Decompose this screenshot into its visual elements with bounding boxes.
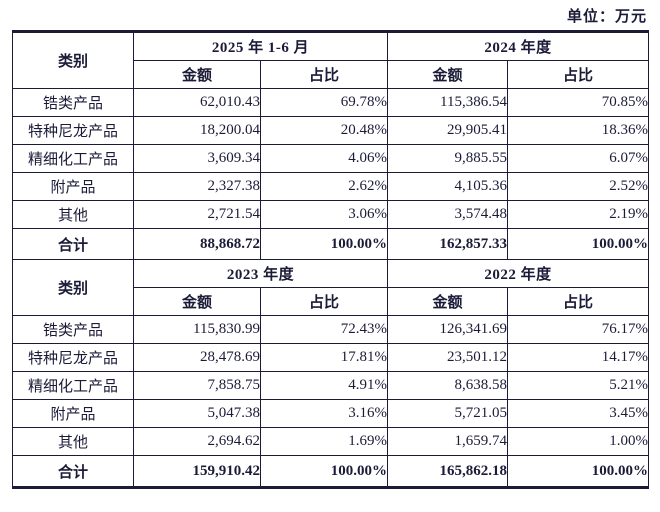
- amount-cell: 3,609.34: [133, 144, 261, 173]
- amount-cell: 7,858.75: [133, 371, 261, 400]
- total-row: 合计 88,868.72 100.00% 162,857.33 100.00%: [12, 228, 650, 260]
- amount-cell: 2,327.38: [133, 172, 261, 201]
- category-cell: 其他: [12, 427, 134, 456]
- table-row: 特种尼龙产品 18,200.04 20.48% 29,905.41 18.36%: [12, 116, 650, 145]
- ratio-cell: 4.06%: [260, 144, 388, 173]
- category-header: 类别: [12, 259, 134, 316]
- ratio-cell: 76.17%: [506, 315, 650, 344]
- amount-cell: 5,047.38: [133, 399, 261, 428]
- ratio-cell: 14.17%: [506, 343, 650, 372]
- amount-cell: 126,341.69: [387, 315, 508, 344]
- ratio-cell: 20.48%: [260, 116, 388, 145]
- category-cell: 特种尼龙产品: [12, 343, 134, 372]
- category-cell: 特种尼龙产品: [12, 116, 134, 145]
- table-row: 锆类产品 62,010.43 69.78% 115,386.54 70.85%: [12, 88, 650, 117]
- ratio-cell: 3.06%: [260, 200, 388, 229]
- total-row: 合计 159,910.42 100.00% 165,862.18 100.00%: [12, 455, 650, 488]
- category-cell: 附产品: [12, 172, 134, 201]
- category-cell: 精细化工产品: [12, 144, 134, 173]
- table-row: 精细化工产品 3,609.34 4.06% 9,885.55 6.07%: [12, 144, 650, 173]
- ratio-cell: 3.45%: [506, 399, 650, 428]
- amount-cell: 88,868.72: [133, 228, 261, 260]
- period-header-2024: 2024 年度: [386, 31, 650, 61]
- ratio-column-header: 占比: [506, 60, 650, 89]
- header-row-period-1: 类别 2025 年 1-6 月 2024 年度: [12, 31, 650, 89]
- ratio-cell: 72.43%: [260, 315, 388, 344]
- amount-cell: 29,905.41: [387, 116, 508, 145]
- ratio-cell: 4.91%: [260, 371, 388, 400]
- amount-cell: 165,862.18: [387, 455, 508, 488]
- period-header-2023: 2023 年度: [133, 259, 388, 288]
- header-row-period-2: 类别 2023 年度 2022 年度: [12, 259, 650, 316]
- header-row-columns-1: 金额 占比 金额 占比: [13, 60, 650, 89]
- amount-column-header: 金额: [133, 60, 261, 89]
- ratio-cell: 6.07%: [506, 144, 650, 173]
- amount-cell: 162,857.33: [387, 228, 508, 260]
- ratio-cell: 2.52%: [506, 172, 650, 201]
- header-row-columns-2: 金额 占比 金额 占比: [13, 287, 650, 316]
- table-row: 其他 2,721.54 3.06% 3,574.48 2.19%: [12, 200, 650, 229]
- table-row: 锆类产品 115,830.99 72.43% 126,341.69 76.17%: [12, 315, 650, 344]
- ratio-column-header: 占比: [260, 60, 388, 89]
- ratio-cell: 2.19%: [506, 200, 650, 229]
- amount-cell: 9,885.55: [387, 144, 508, 173]
- ratio-cell: 100.00%: [260, 228, 388, 260]
- period-header-2022: 2022 年度: [386, 259, 650, 288]
- ratio-cell: 100.00%: [506, 228, 650, 260]
- amount-cell: 115,386.54: [387, 88, 508, 117]
- category-cell: 附产品: [12, 399, 134, 428]
- ratio-cell: 1.00%: [506, 427, 650, 456]
- category-cell: 合计: [12, 228, 134, 260]
- ratio-cell: 1.69%: [260, 427, 388, 456]
- ratio-cell: 2.62%: [260, 172, 388, 201]
- ratio-cell: 70.85%: [506, 88, 650, 117]
- ratio-column-header: 占比: [506, 287, 650, 316]
- amount-cell: 18,200.04: [133, 116, 261, 145]
- ratio-cell: 100.00%: [506, 455, 650, 488]
- amount-cell: 2,721.54: [133, 200, 261, 229]
- table-row: 附产品 5,047.38 3.16% 5,721.05 3.45%: [12, 399, 650, 428]
- unit-label: 单位：万元: [566, 9, 647, 25]
- ratio-column-header: 占比: [260, 287, 388, 316]
- ratio-cell: 18.36%: [506, 116, 650, 145]
- category-cell: 精细化工产品: [12, 371, 134, 400]
- amount-cell: 5,721.05: [387, 399, 508, 428]
- amount-column-header: 金额: [133, 287, 261, 316]
- ratio-cell: 3.16%: [260, 399, 388, 428]
- ratio-cell: 100.00%: [260, 455, 388, 488]
- amount-cell: 23,501.12: [387, 343, 508, 372]
- table-row: 其他 2,694.62 1.69% 1,659.74 1.00%: [12, 427, 650, 456]
- amount-cell: 115,830.99: [133, 315, 261, 344]
- amount-cell: 8,638.58: [387, 371, 508, 400]
- table-row: 特种尼龙产品 28,478.69 17.81% 23,501.12 14.17%: [12, 343, 650, 372]
- ratio-cell: 69.78%: [260, 88, 388, 117]
- ratio-cell: 17.81%: [260, 343, 388, 372]
- table-row: 附产品 2,327.38 2.62% 4,105.36 2.52%: [12, 172, 650, 201]
- period-header-2025: 2025 年 1-6 月: [133, 31, 388, 61]
- amount-cell: 159,910.42: [133, 455, 261, 488]
- table-row: 精细化工产品 7,858.75 4.91% 8,638.58 5.21%: [12, 371, 650, 400]
- category-cell: 合计: [12, 455, 134, 488]
- amount-cell: 1,659.74: [387, 427, 508, 456]
- category-header: 类别: [12, 31, 134, 89]
- revenue-breakdown-table: 类别 2025 年 1-6 月 2024 年度 金额 占比 金额 占比 锆类产品…: [12, 30, 650, 489]
- amount-cell: 28,478.69: [133, 343, 261, 372]
- amount-cell: 62,010.43: [133, 88, 261, 117]
- amount-cell: 3,574.48: [387, 200, 508, 229]
- category-cell: 锆类产品: [12, 88, 134, 117]
- category-cell: 锆类产品: [12, 315, 134, 344]
- amount-cell: 4,105.36: [387, 172, 508, 201]
- ratio-cell: 5.21%: [506, 371, 650, 400]
- amount-column-header: 金额: [387, 60, 508, 89]
- category-cell: 其他: [12, 200, 134, 229]
- amount-column-header: 金额: [387, 287, 508, 316]
- amount-cell: 2,694.62: [133, 427, 261, 456]
